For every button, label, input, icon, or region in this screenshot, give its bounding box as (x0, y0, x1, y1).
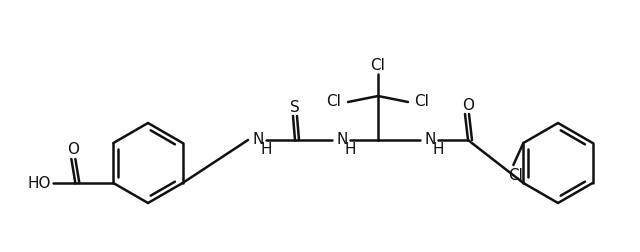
Text: Cl: Cl (371, 57, 385, 73)
Text: H: H (261, 142, 273, 158)
Text: S: S (290, 100, 300, 114)
Text: Cl: Cl (415, 94, 429, 110)
Text: N: N (336, 132, 348, 146)
Text: O: O (67, 142, 79, 156)
Text: HO: HO (28, 175, 51, 191)
Text: H: H (345, 142, 356, 158)
Text: Cl: Cl (326, 94, 341, 110)
Text: Cl: Cl (508, 168, 523, 182)
Text: O: O (462, 98, 474, 112)
Text: H: H (433, 142, 445, 158)
Text: N: N (252, 132, 264, 146)
Text: N: N (424, 132, 435, 146)
